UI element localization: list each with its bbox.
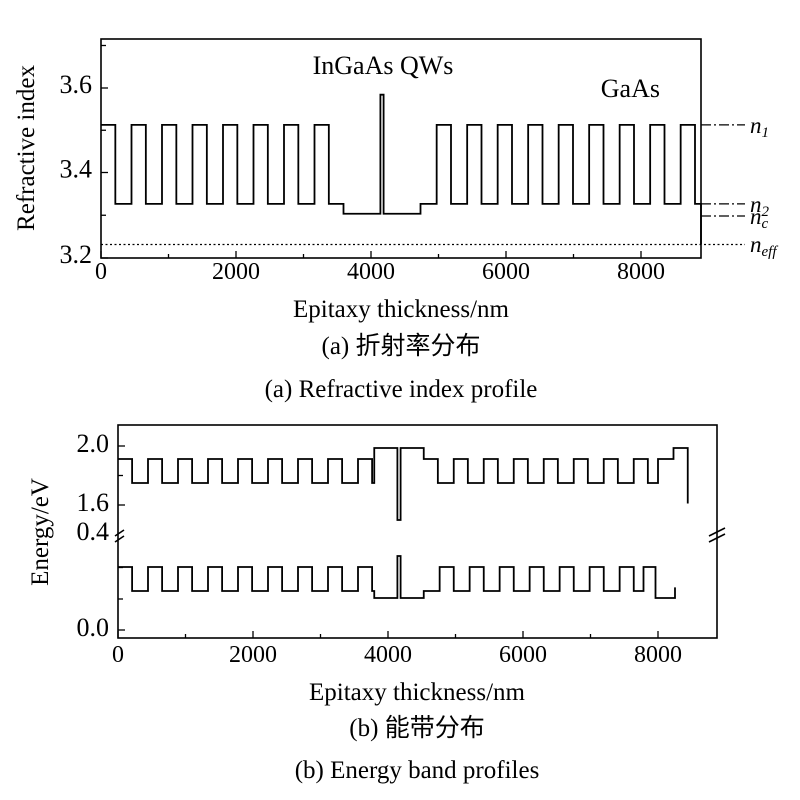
- svg-text:0.0: 0.0: [77, 613, 110, 642]
- svg-text:InGaAs QWs: InGaAs QWs: [313, 51, 454, 80]
- svg-text:(b) Energy band profiles: (b) Energy band profiles: [295, 757, 540, 784]
- svg-text:0.4: 0.4: [77, 517, 110, 546]
- svg-text:2000: 2000: [229, 642, 277, 668]
- svg-text:4000: 4000: [347, 259, 395, 285]
- svg-text:6000: 6000: [482, 259, 530, 285]
- svg-text:8000: 8000: [617, 259, 665, 285]
- svg-text:Epitaxy thickness/nm: Epitaxy thickness/nm: [293, 296, 509, 323]
- svg-text:GaAs: GaAs: [601, 74, 660, 103]
- svg-text:2000: 2000: [212, 259, 260, 285]
- svg-text:Epitaxy thickness/nm: Epitaxy thickness/nm: [309, 679, 525, 706]
- svg-text:(a) Refractive index profile: (a) Refractive index profile: [265, 376, 538, 403]
- svg-text:0: 0: [95, 259, 107, 285]
- svg-text:(a) 折射率分布: (a) 折射率分布: [322, 332, 481, 360]
- svg-text:3.4: 3.4: [60, 155, 93, 184]
- svg-text:Refractive index: Refractive index: [13, 65, 40, 231]
- svg-text:3.6: 3.6: [60, 70, 93, 99]
- svg-text:(b) 能带分布: (b) 能带分布: [349, 714, 484, 742]
- svg-text:6000: 6000: [499, 642, 547, 668]
- svg-text:Energy/eV: Energy/eV: [27, 478, 54, 586]
- svg-text:0: 0: [112, 642, 124, 668]
- svg-text:2.0: 2.0: [77, 429, 110, 458]
- svg-text:8000: 8000: [634, 642, 682, 668]
- svg-text:3.2: 3.2: [60, 240, 93, 269]
- svg-text:4000: 4000: [364, 642, 412, 668]
- svg-text:1.6: 1.6: [77, 488, 110, 517]
